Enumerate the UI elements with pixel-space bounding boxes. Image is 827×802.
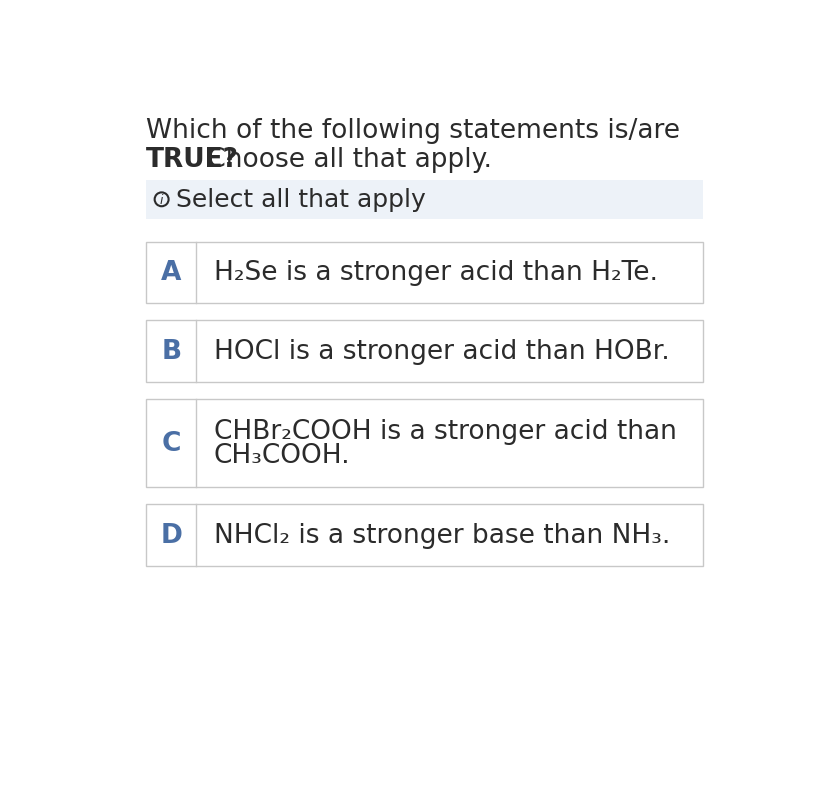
Text: Choose all that apply.: Choose all that apply. [198,147,491,173]
Text: NHCl₂ is a stronger base than NH₃.: NHCl₂ is a stronger base than NH₃. [213,522,669,549]
Text: CHBr₂COOH is a stronger acid than: CHBr₂COOH is a stronger acid than [213,419,676,445]
Text: TRUE?: TRUE? [146,147,239,173]
Text: Which of the following statements is/are: Which of the following statements is/are [146,118,679,144]
Text: C: C [161,431,181,456]
Text: CH₃COOH.: CH₃COOH. [213,442,350,468]
Text: B: B [161,338,181,365]
FancyBboxPatch shape [146,242,702,304]
Text: Select all that apply: Select all that apply [175,188,425,212]
Text: D: D [160,522,182,549]
FancyBboxPatch shape [146,180,702,219]
Text: HOCl is a stronger acid than HOBr.: HOCl is a stronger acid than HOBr. [213,338,668,365]
Text: i: i [160,193,163,207]
FancyBboxPatch shape [146,504,702,566]
Text: H₂Se is a stronger acid than H₂Te.: H₂Se is a stronger acid than H₂Te. [213,260,657,286]
Text: A: A [161,260,181,286]
FancyBboxPatch shape [146,399,702,488]
FancyBboxPatch shape [146,321,702,383]
